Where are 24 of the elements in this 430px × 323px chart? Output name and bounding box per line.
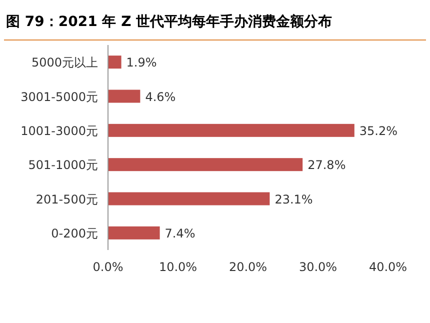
y-tick-label: 201-500元	[36, 192, 98, 206]
data-label: 7.4%	[164, 226, 196, 240]
y-tick-label: 501-1000元	[28, 158, 98, 172]
bar	[108, 124, 354, 137]
bar	[108, 56, 122, 69]
x-tick-label: 20.0%	[228, 260, 268, 274]
bar	[108, 192, 270, 206]
bar	[108, 226, 160, 240]
data-label: 23.1%	[274, 192, 313, 206]
data-label: 4.6%	[145, 90, 176, 104]
x-tick-label: 30.0%	[298, 260, 338, 274]
y-tick-label: 3001-5000元	[20, 90, 98, 104]
y-tick-label: 5000元以上	[31, 56, 98, 70]
chart-title: 图 79：2021 年 Z 世代平均每年手办消费金额分布	[6, 13, 332, 30]
x-tick-label: 0.0%	[92, 260, 124, 274]
x-tick-label: 10.0%	[158, 260, 198, 274]
data-label: 1.9%	[126, 56, 157, 70]
x-tick-label: 40.0%	[368, 260, 408, 274]
data-label: 35.2%	[359, 124, 398, 138]
bar	[108, 158, 303, 172]
bar	[108, 90, 140, 103]
data-label: 27.8%	[308, 158, 346, 172]
y-tick-label: 1001-3000元	[20, 124, 98, 138]
y-tick-label: 0-200元	[51, 226, 98, 240]
